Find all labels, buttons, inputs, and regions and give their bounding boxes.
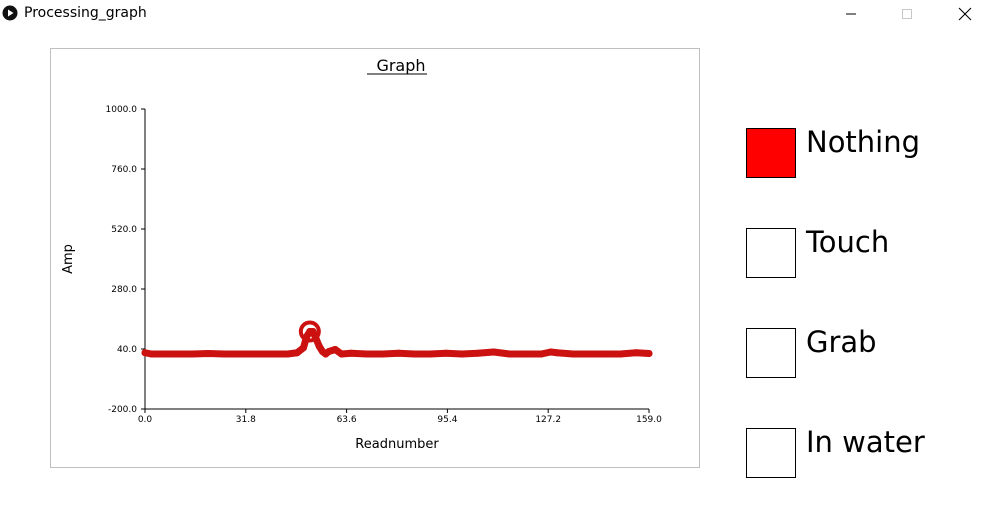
y-tick-label: 40.0 [117, 345, 137, 355]
y-tick-label: 1000.0 [106, 105, 138, 115]
amp-data-point [347, 349, 355, 357]
amp-data-point [331, 346, 339, 353]
amp-data-point [616, 350, 624, 358]
window-title: Processing_graph [24, 5, 147, 21]
amp-data-point [537, 350, 545, 358]
amp-data-point [299, 344, 307, 352]
legend-swatch-nothing [746, 128, 796, 178]
x-axis-label: Readnumber [355, 437, 439, 452]
amp-data-point [293, 349, 301, 357]
minimize-button[interactable] [828, 0, 874, 28]
amp-data-point [490, 348, 498, 356]
amp-data-point [363, 350, 371, 358]
amp-data-point [189, 350, 197, 358]
legend-swatch-grab [746, 328, 796, 378]
amp-data-point [632, 349, 640, 357]
amp-data-point [236, 350, 244, 358]
y-tick-label: 520.0 [111, 225, 137, 235]
x-tick-label: 31.8 [236, 415, 256, 425]
amp-data-point [284, 350, 292, 358]
graph-panel: Graph 1000.0 760.0 520.0 280.0 40.0 -200.0 0.0 3… [50, 48, 700, 468]
amp-data-point [252, 350, 260, 358]
amp-data-point [521, 350, 529, 358]
amp-data-point [395, 349, 403, 357]
y-tick-label: -200.0 [108, 405, 137, 415]
amp-data-point [442, 349, 450, 357]
x-tick-label: 159.0 [636, 415, 662, 425]
amp-data-point [379, 350, 387, 358]
y-axis-label: Amp [61, 244, 76, 274]
legend-label-touch: Touch [806, 225, 890, 259]
amp-data-point [553, 349, 561, 357]
legend-label-in-water: In water [806, 425, 925, 459]
amp-data-point [547, 348, 555, 356]
y-tick-label: 280.0 [111, 285, 137, 295]
amp-data-point [338, 350, 346, 358]
amp-data-point [569, 350, 577, 358]
amp-data-point [147, 350, 155, 358]
x-tick-label: 127.2 [535, 415, 561, 425]
amp-data-point [268, 350, 276, 358]
maximize-icon [902, 9, 912, 19]
legend-swatch-touch [746, 228, 796, 278]
x-tick-label: 0.0 [138, 415, 153, 425]
amp-data-point [601, 350, 609, 358]
close-icon [958, 7, 972, 21]
close-button[interactable] [942, 0, 988, 28]
amp-data-point [204, 350, 212, 357]
x-tick-label: 95.4 [437, 415, 457, 425]
minimize-icon [846, 13, 856, 15]
amp-data-point [474, 349, 482, 357]
maximize-button[interactable] [884, 0, 930, 28]
legend-label-nothing: Nothing [806, 125, 921, 159]
amp-data-point [426, 350, 434, 358]
processing-app-icon [2, 5, 18, 21]
amp-data-point [506, 350, 514, 358]
amp-data-point [458, 350, 466, 358]
peak-marker-ring [298, 320, 321, 343]
legend-swatch-in-water [746, 428, 796, 478]
window-titlebar: Processing_graph [0, 0, 988, 28]
amp-data-point [585, 350, 593, 358]
peak-marker-dot [306, 328, 314, 335]
amp-data-point [325, 348, 333, 355]
amp-data-point [410, 350, 418, 358]
amp-data-point [157, 350, 165, 358]
amp-data-point [141, 349, 149, 357]
x-tick-label: 63.6 [337, 415, 357, 425]
legend-label-grab: Grab [806, 325, 877, 359]
amp-data-point [220, 350, 228, 358]
amp-line-chart: Graph 1000.0 760.0 520.0 280.0 40.0 -200.00.0 3… [61, 56, 662, 452]
amp-data-point [315, 343, 323, 350]
amp-data-point [645, 350, 653, 357]
chart-title: Graph [376, 56, 425, 75]
y-tick-label: 760.0 [111, 165, 137, 175]
amp-data-point [173, 350, 181, 358]
